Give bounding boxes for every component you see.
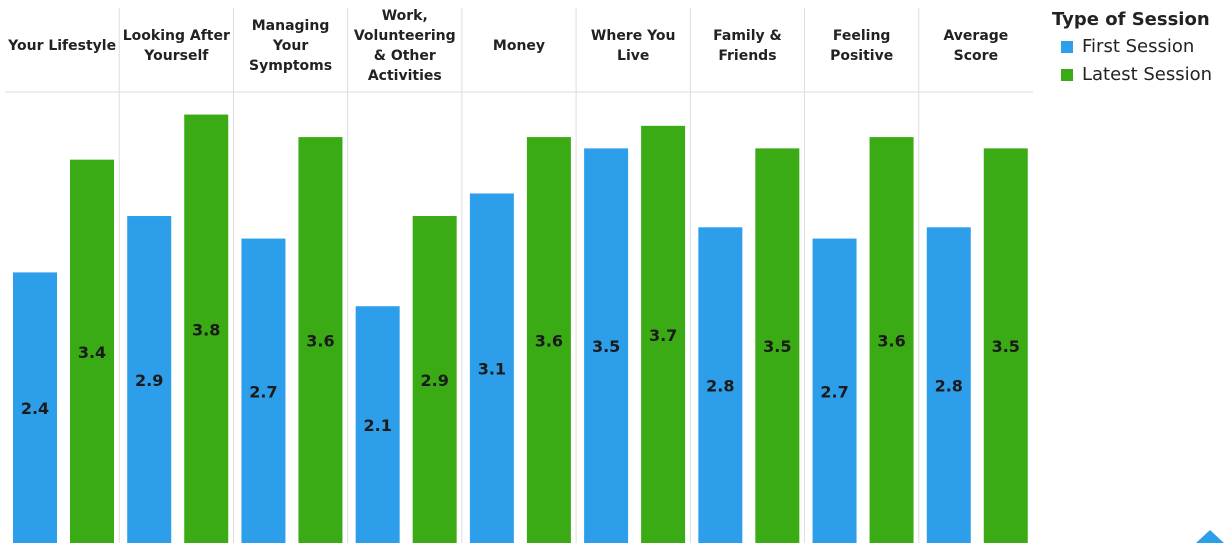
panel-header: Family & Friends <box>713 28 782 64</box>
legend-label: First Session <box>1082 36 1194 57</box>
bar <box>298 137 343 543</box>
value-label: 3.5 <box>592 337 620 356</box>
bar <box>584 148 629 543</box>
panel-header: Feeling Positive <box>830 28 894 64</box>
value-label: 3.7 <box>649 326 677 345</box>
bar <box>13 272 57 543</box>
bar <box>241 238 286 543</box>
value-label: 2.8 <box>935 377 963 396</box>
panel-header: Managing Your Symptoms <box>249 18 333 74</box>
value-label: 3.5 <box>992 337 1020 356</box>
value-label: 3.8 <box>192 320 220 339</box>
panel-header: Looking After Yourself <box>122 28 230 64</box>
bar <box>469 193 514 543</box>
value-label: 3.6 <box>306 332 334 351</box>
value-label: 2.7 <box>249 382 277 401</box>
panel-header: Work, Volunteering & Other Activities <box>353 8 456 84</box>
scroll-up-icon[interactable] <box>1196 530 1224 543</box>
value-label: 3.1 <box>478 360 506 379</box>
bar <box>184 114 229 543</box>
panel-header: Where You Live <box>590 28 676 64</box>
panel-header: Your Lifestyle <box>8 38 117 54</box>
bar <box>812 238 857 543</box>
value-label: 2.1 <box>363 416 391 435</box>
legend-label: Latest Session <box>1082 64 1212 85</box>
bar <box>983 148 1028 543</box>
value-label: 3.4 <box>78 343 106 362</box>
value-label: 3.5 <box>763 337 791 356</box>
bar <box>641 125 686 543</box>
value-label: 2.7 <box>820 382 848 401</box>
bar <box>70 159 114 543</box>
panel-header: Money <box>492 38 546 54</box>
value-label: 2.4 <box>21 399 49 418</box>
panel-header: Average Score <box>943 28 1009 64</box>
legend-swatch <box>1061 69 1073 81</box>
value-label: 2.9 <box>135 371 163 390</box>
bar <box>355 306 400 543</box>
legend-swatch <box>1061 41 1073 53</box>
bar <box>127 216 172 543</box>
legend-title: Type of Session <box>1052 9 1210 30</box>
bar <box>869 137 914 543</box>
bar <box>755 148 800 543</box>
value-label: 2.9 <box>420 371 448 390</box>
bar <box>526 137 571 543</box>
bar <box>926 227 971 543</box>
value-label: 3.6 <box>877 332 905 351</box>
bar <box>412 216 457 543</box>
value-label: 3.6 <box>535 332 563 351</box>
bar <box>698 227 743 543</box>
value-label: 2.8 <box>706 377 734 396</box>
